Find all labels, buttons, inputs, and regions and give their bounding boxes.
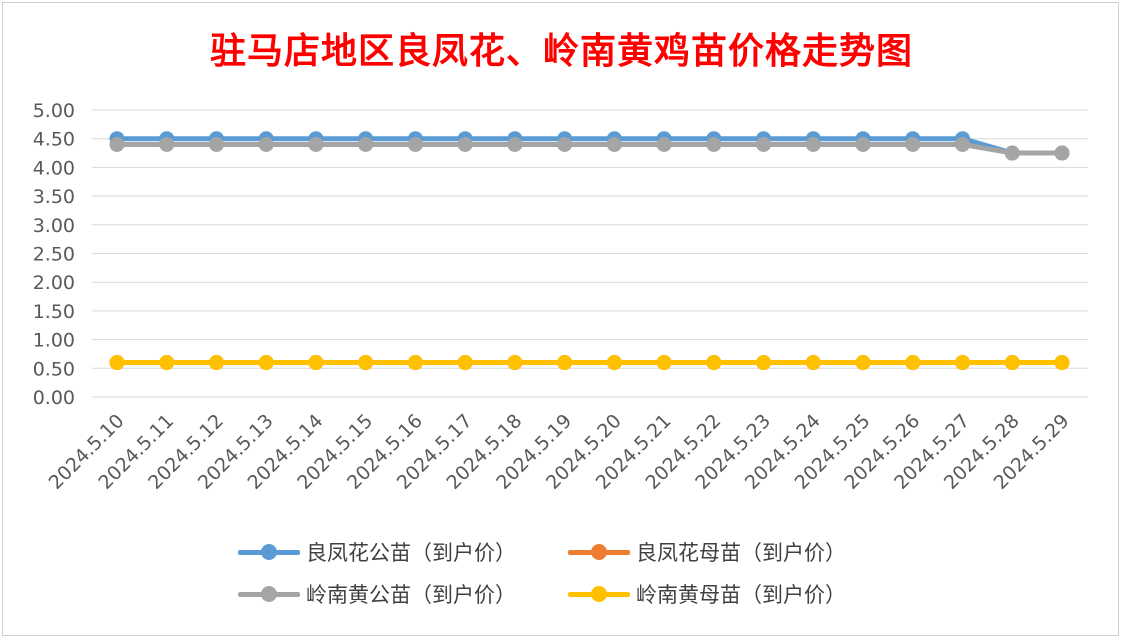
legend: 良凤花公苗（到户价） 良凤花母苗（到户价） 岭南黄公苗（到户价） 岭南黄母苗（到…	[238, 538, 918, 608]
data-point[interactable]	[159, 355, 175, 371]
data-point[interactable]	[1004, 145, 1020, 161]
data-point[interactable]	[955, 355, 971, 371]
gridlines	[92, 109, 1088, 398]
data-point[interactable]	[258, 136, 274, 152]
data-point[interactable]	[159, 136, 175, 152]
data-point[interactable]	[1054, 355, 1070, 371]
x-axis-tick-labels: 2024.5.102024.5.112024.5.122024.5.132024…	[45, 410, 1074, 494]
data-point[interactable]	[656, 136, 672, 152]
data-point[interactable]	[905, 136, 921, 152]
data-point[interactable]	[606, 355, 622, 371]
data-point[interactable]	[1004, 355, 1020, 371]
legend-label-0: 良凤花公苗（到户价）	[306, 541, 516, 565]
data-point[interactable]	[109, 355, 125, 371]
data-point[interactable]	[308, 355, 324, 371]
legend-label-3: 岭南黄母苗（到户价）	[636, 583, 846, 607]
data-point[interactable]	[756, 136, 772, 152]
legend-swatch-3	[568, 580, 630, 608]
data-point[interactable]	[457, 355, 473, 371]
series-group	[109, 131, 1070, 371]
series-2	[109, 136, 1070, 161]
legend-item-0[interactable]: 良凤花公苗（到户价）	[238, 538, 568, 566]
y-tick-label: 4.00	[33, 157, 75, 179]
data-point[interactable]	[557, 355, 573, 371]
legend-item-2[interactable]: 岭南黄公苗（到户价）	[238, 580, 568, 608]
data-point[interactable]	[855, 355, 871, 371]
data-point[interactable]	[109, 136, 125, 152]
legend-item-3[interactable]: 岭南黄母苗（到户价）	[568, 580, 898, 608]
y-tick-label: 4.50	[33, 129, 75, 151]
series-line	[117, 136, 1062, 156]
data-point[interactable]	[656, 355, 672, 371]
data-point[interactable]	[208, 136, 224, 152]
legend-label-1: 良凤花母苗（到户价）	[636, 541, 846, 565]
data-point[interactable]	[208, 355, 224, 371]
y-tick-label: 1.00	[33, 330, 75, 352]
y-tick-label: 5.00	[33, 100, 75, 122]
data-point[interactable]	[706, 355, 722, 371]
legend-item-1[interactable]: 良凤花母苗（到户价）	[568, 538, 898, 566]
data-point[interactable]	[457, 136, 473, 152]
data-point[interactable]	[805, 136, 821, 152]
y-axis-tick-labels: 0.00 0.50 1.00 1.50 2.00 2.50 3.00 3.50 4.00 4.50…	[33, 100, 75, 409]
data-point[interactable]	[308, 136, 324, 152]
data-point[interactable]	[706, 136, 722, 152]
data-point[interactable]	[1054, 145, 1070, 161]
data-point[interactable]	[805, 355, 821, 371]
data-point[interactable]	[855, 136, 871, 152]
data-point[interactable]	[905, 355, 921, 371]
y-tick-label: 3.50	[33, 186, 75, 208]
data-point[interactable]	[756, 355, 772, 371]
y-tick-label: 2.50	[33, 244, 75, 266]
data-point[interactable]	[557, 136, 573, 152]
data-point[interactable]	[358, 136, 374, 152]
y-tick-label: 0.00	[33, 387, 75, 409]
y-tick-label: 1.50	[33, 301, 75, 323]
data-point[interactable]	[507, 136, 523, 152]
data-point[interactable]	[407, 136, 423, 152]
data-point[interactable]	[606, 136, 622, 152]
y-tick-label: 2.00	[33, 272, 75, 294]
data-point[interactable]	[955, 136, 971, 152]
legend-label-2: 岭南黄公苗（到户价）	[306, 583, 516, 607]
data-point[interactable]	[358, 355, 374, 371]
data-point[interactable]	[507, 355, 523, 371]
data-point[interactable]	[258, 355, 274, 371]
chart-title: 驻马店地区良凤花、岭南黄鸡苗价格走势图	[209, 30, 913, 72]
legend-swatch-0	[238, 538, 300, 566]
legend-swatch-2	[238, 580, 300, 608]
series-3	[109, 355, 1070, 371]
series-line	[117, 141, 1062, 156]
y-tick-label: 3.00	[33, 215, 75, 237]
legend-swatch-1	[568, 538, 630, 566]
data-point[interactable]	[407, 355, 423, 371]
y-tick-label: 0.50	[33, 358, 75, 380]
